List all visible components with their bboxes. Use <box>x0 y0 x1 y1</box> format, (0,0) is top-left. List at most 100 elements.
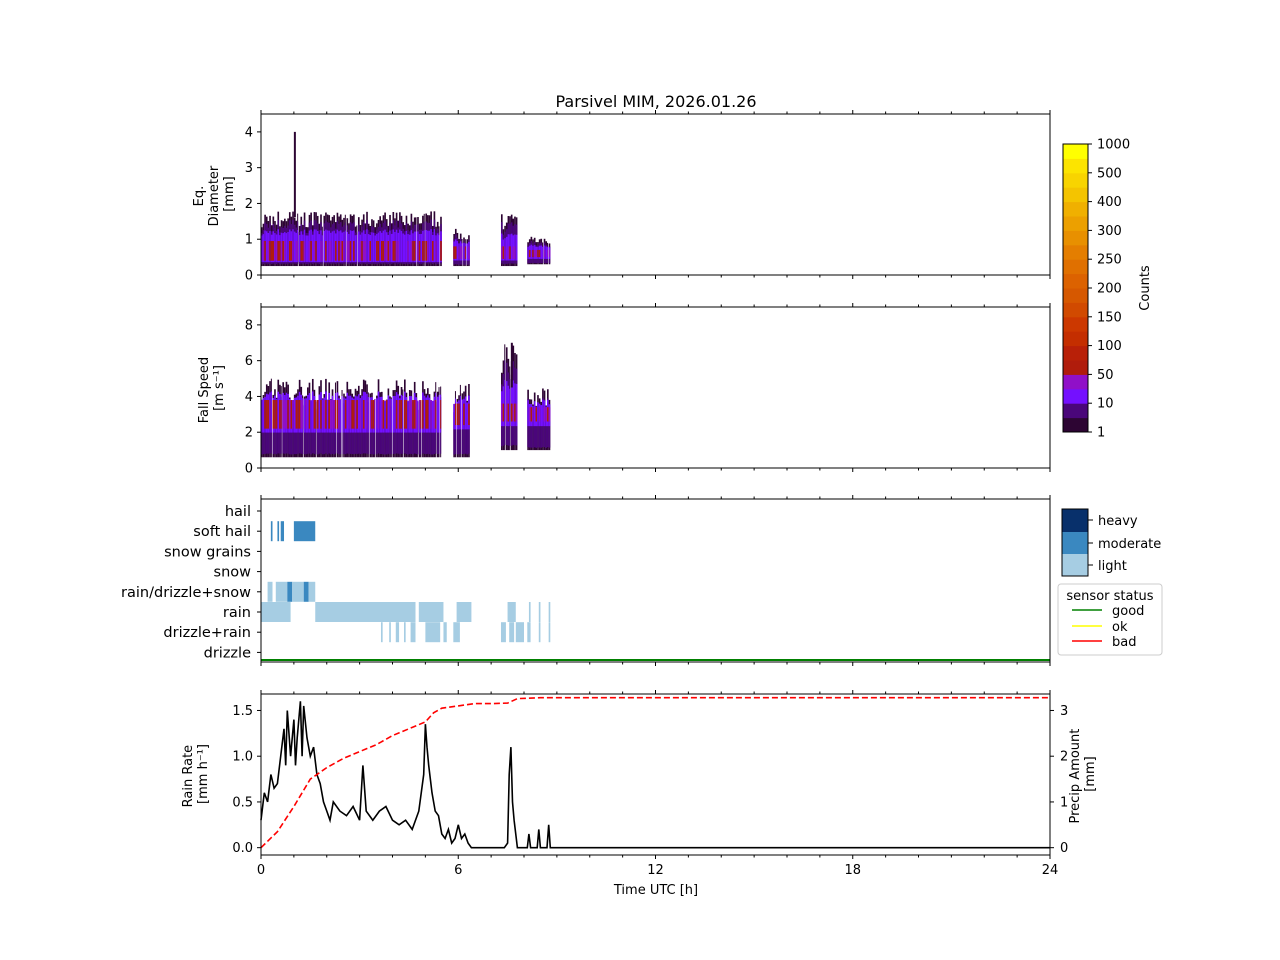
rain-xtick-label: 18 <box>844 863 861 878</box>
fallspeed-core-cell <box>456 403 459 426</box>
diameter-core-cell <box>392 241 395 261</box>
diameter-core-cell <box>292 241 294 261</box>
fallspeed-mid-cell <box>548 407 551 448</box>
diameter-x-ticks <box>260 110 1051 279</box>
diameter-core-cell <box>538 249 541 258</box>
fallspeed-y-ticks: 0 2 4 6 8 <box>245 318 261 477</box>
diameter-inner-cell <box>408 234 411 263</box>
diameter-core-cell <box>321 241 323 261</box>
precip-event-bar <box>548 602 551 622</box>
fallspeed-core-cell <box>377 400 380 429</box>
moderate-label: moderate <box>1098 537 1161 552</box>
colorbar-tick-label: 50 <box>1097 368 1114 383</box>
fallspeed-core-cell <box>330 400 332 429</box>
category-label: snow <box>214 565 252 581</box>
diameter-core-cell <box>507 246 510 259</box>
fallspeed-inner-cell <box>387 395 390 433</box>
precip-event-bar <box>418 602 444 622</box>
diameter-inner-cell <box>354 235 357 263</box>
colorbar-cell <box>1063 216 1088 231</box>
colorbar-cell <box>1063 230 1088 246</box>
diameter-inner-cell <box>436 233 439 263</box>
colorbar-label: Counts <box>1138 265 1153 311</box>
diameter-core-cell <box>297 241 299 261</box>
diameter-core-cell <box>431 241 434 261</box>
fallspeed-core-cell <box>272 400 275 429</box>
precip-type-axes-frame <box>260 498 1051 663</box>
colorbar-cell <box>1063 403 1088 419</box>
fallspeed-core-cell <box>325 400 327 429</box>
diameter-core-cell <box>310 241 312 261</box>
diameter-inner-cell <box>287 231 289 263</box>
diameter-inner-cell <box>466 243 469 261</box>
precip-event-bar <box>292 581 304 602</box>
fallspeed-core-cell <box>274 400 276 429</box>
precip-ytick-label: 2 <box>1060 750 1068 765</box>
sensor-status-legend: sensor status good ok bad <box>1057 583 1163 656</box>
fallspeed-inner-cell <box>537 402 539 427</box>
precip-amount-line <box>260 696 1050 849</box>
diameter-core-cell <box>334 241 337 261</box>
colorbar-ticks: 1 10 50 100 150 200 250 300 400 500 1000 <box>1088 138 1130 441</box>
diameter-core-cell <box>277 241 280 261</box>
diameter-core-cell <box>380 241 383 261</box>
fallspeed-core-cell <box>320 400 322 429</box>
fallspeed-core-cell <box>538 407 541 422</box>
precip-event-bar <box>456 602 472 622</box>
diameter-inner-cell <box>420 233 423 263</box>
fallspeed-core-cell <box>543 407 546 422</box>
heavy-swatch <box>1062 509 1088 532</box>
fallspeed-inner-cell <box>464 396 467 430</box>
fallspeed-inner-cell <box>417 400 419 433</box>
fallspeed-core-cell <box>349 400 352 429</box>
fallspeed-mid-cell <box>456 407 459 455</box>
colorbar-cell <box>1063 273 1088 289</box>
fallspeed-inner-cell <box>364 392 367 433</box>
diameter-core-cell <box>514 246 516 259</box>
fallspeed-inner-cell <box>262 398 265 433</box>
diameter-ytick-label: 3 <box>245 161 253 176</box>
colorbar-cell <box>1063 172 1088 188</box>
fallspeed-inner-cell <box>527 400 529 427</box>
diameter-core-cell <box>264 241 266 261</box>
fallspeed-core-cell <box>468 403 470 426</box>
fallspeed-core-cell <box>354 400 357 429</box>
good-label: good <box>1112 604 1144 619</box>
precip-ytick-label: 1 <box>1060 795 1068 810</box>
fallspeed-core-cell <box>530 407 533 422</box>
fallspeed-core-cell <box>298 400 301 429</box>
colorbar-cell <box>1063 417 1088 433</box>
fallspeed-core-cell <box>287 400 289 429</box>
fallspeed-core-cell <box>512 403 515 422</box>
diameter-inner-cell <box>400 230 403 263</box>
precip-event-bar <box>453 622 460 643</box>
diameter-inner-cell <box>356 234 358 263</box>
precip-ytick-label: 3 <box>1060 704 1068 719</box>
diameter-inner-cell <box>331 231 334 263</box>
fallspeed-core-cell <box>385 400 388 429</box>
precip-event-bar <box>293 521 316 542</box>
diameter-core-cell <box>338 241 340 261</box>
fallspeed-x-ticks <box>260 303 1051 472</box>
precip-event-bar <box>425 622 441 643</box>
fallspeed-inner-cell <box>321 399 324 433</box>
diameter-core-cell <box>464 246 466 259</box>
precip-amount-ylabel: Precip Amount [mm] <box>1068 724 1098 823</box>
diameter-core-cell <box>410 241 413 261</box>
rain-x-ticks: 0 6 12 18 24 <box>257 690 1058 878</box>
fallspeed-core-cell <box>440 400 442 429</box>
fallspeed-inner-cell <box>504 379 506 427</box>
fallspeed-core-cell <box>338 400 340 429</box>
diameter-core-cell <box>267 241 270 261</box>
diameter-core-cell <box>330 241 332 261</box>
colorbar-tick-label: 1 <box>1097 426 1105 441</box>
diameter-core-cell <box>348 241 350 261</box>
fallspeed-core-cell <box>500 403 503 422</box>
fallspeed-mid-cell <box>458 404 460 455</box>
diameter-core-cell <box>339 241 342 261</box>
fallspeed-inner-cell <box>261 399 263 433</box>
fallspeed-core-cell <box>505 403 508 422</box>
diameter-core-cell <box>502 246 505 259</box>
fallspeed-core-cell <box>413 400 416 429</box>
diameter-inner-cell <box>371 232 373 263</box>
